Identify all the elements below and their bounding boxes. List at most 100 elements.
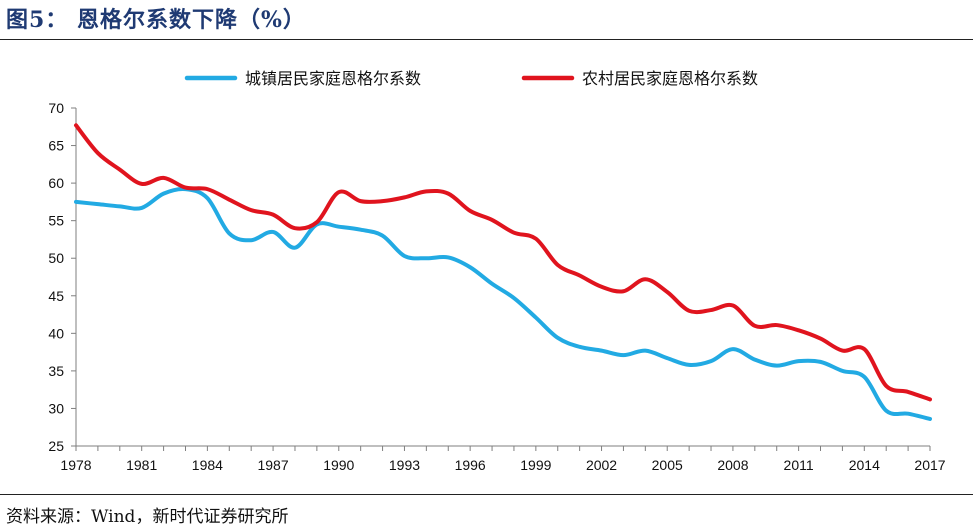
data-point xyxy=(643,277,647,281)
x-tick-label: 2008 xyxy=(717,457,748,473)
x-tick-label: 2014 xyxy=(849,457,880,473)
data-point xyxy=(534,316,538,320)
data-point xyxy=(446,192,450,196)
x-tick-label: 2017 xyxy=(914,457,945,473)
x-tick-label: 1996 xyxy=(455,457,486,473)
data-point xyxy=(315,220,319,224)
y-tick-label: 35 xyxy=(48,363,64,379)
axes: 25 30 35 40 45 50 55 60 65 70 1978 1981 1984 1987 1990… xyxy=(48,100,945,473)
data-point xyxy=(840,349,844,353)
data-point xyxy=(424,256,428,260)
data-point xyxy=(928,417,932,421)
data-point xyxy=(709,359,713,363)
data-point xyxy=(862,375,866,379)
data-point xyxy=(140,182,144,186)
data-point xyxy=(600,349,604,353)
x-tick-label: 2002 xyxy=(586,457,617,473)
x-tick-label: 2005 xyxy=(652,457,683,473)
data-point xyxy=(490,282,494,286)
data-point xyxy=(227,198,231,202)
data-point xyxy=(731,304,735,308)
data-point xyxy=(402,195,406,199)
data-point xyxy=(271,230,275,234)
data-point xyxy=(621,353,625,357)
data-point xyxy=(621,289,625,293)
urban-engel-series-line xyxy=(74,186,932,421)
data-point xyxy=(249,208,253,212)
data-point xyxy=(797,328,801,332)
data-point xyxy=(687,309,691,313)
data-point xyxy=(293,246,297,250)
data-point xyxy=(709,308,713,312)
data-point xyxy=(643,349,647,353)
data-point xyxy=(337,225,341,229)
x-tick-label: 1987 xyxy=(257,457,288,473)
x-tick-label: 1984 xyxy=(192,457,223,473)
data-point xyxy=(884,384,888,388)
data-point xyxy=(140,206,144,210)
data-point xyxy=(797,359,801,363)
x-tick-label: 1981 xyxy=(126,457,157,473)
data-point xyxy=(534,237,538,241)
rural-engel-series-line xyxy=(74,123,932,402)
data-point xyxy=(468,209,472,213)
data-point xyxy=(753,324,757,328)
y-tick-label: 45 xyxy=(48,288,64,304)
data-point xyxy=(359,228,363,232)
data-point xyxy=(862,347,866,351)
data-point xyxy=(906,390,910,394)
data-point xyxy=(118,204,122,208)
data-point xyxy=(183,186,187,190)
data-point xyxy=(600,285,604,289)
data-point xyxy=(468,265,472,269)
x-tick-label: 2011 xyxy=(784,457,814,473)
data-point xyxy=(74,200,78,204)
data-point xyxy=(819,337,823,341)
data-point xyxy=(578,273,582,277)
series-lines xyxy=(74,123,932,421)
x-tick-label: 1993 xyxy=(389,457,420,473)
data-point xyxy=(753,358,757,362)
data-point xyxy=(928,397,932,401)
data-point xyxy=(162,192,166,196)
data-point xyxy=(512,296,516,300)
data-point xyxy=(271,213,275,217)
data-point xyxy=(381,234,385,238)
data-point xyxy=(74,123,78,127)
data-point xyxy=(96,202,100,206)
data-point xyxy=(402,254,406,258)
y-tick-label: 30 xyxy=(48,400,64,416)
data-point xyxy=(337,190,341,194)
legend-label-rural: 农村居民家庭恩格尔系数 xyxy=(582,69,758,88)
data-point xyxy=(96,151,100,155)
data-point xyxy=(556,336,560,340)
data-point xyxy=(249,238,253,242)
data-point xyxy=(227,231,231,235)
legend-label-urban: 城镇居民家庭恩格尔系数 xyxy=(245,69,421,88)
data-point xyxy=(512,231,516,235)
chart-title: 图5： 恩格尔系数下降（%） xyxy=(6,7,306,33)
y-tick-label: 55 xyxy=(48,213,64,229)
data-point xyxy=(556,263,560,267)
footer-divider xyxy=(0,494,973,495)
data-point xyxy=(381,199,385,203)
data-point xyxy=(205,187,209,191)
data-point xyxy=(687,363,691,367)
data-point xyxy=(819,360,823,364)
data-source-note: 资料来源：Wind，新时代证券研究所 xyxy=(6,507,289,527)
x-tick-label: 1978 xyxy=(60,457,91,473)
legend: 城镇居民家庭恩格尔系数 农村居民家庭恩格尔系数 xyxy=(184,69,758,88)
data-point xyxy=(446,255,450,259)
x-tick-label: 1999 xyxy=(520,457,551,473)
y-tick-label: 40 xyxy=(48,325,64,341)
data-point xyxy=(840,369,844,373)
y-tick-label: 50 xyxy=(48,250,64,266)
data-point xyxy=(205,196,209,200)
y-tick-label: 60 xyxy=(48,175,64,191)
data-point xyxy=(665,356,669,360)
data-point xyxy=(359,199,363,203)
header-divider xyxy=(0,39,973,40)
y-tick-label: 25 xyxy=(48,438,64,454)
data-point xyxy=(665,290,669,294)
